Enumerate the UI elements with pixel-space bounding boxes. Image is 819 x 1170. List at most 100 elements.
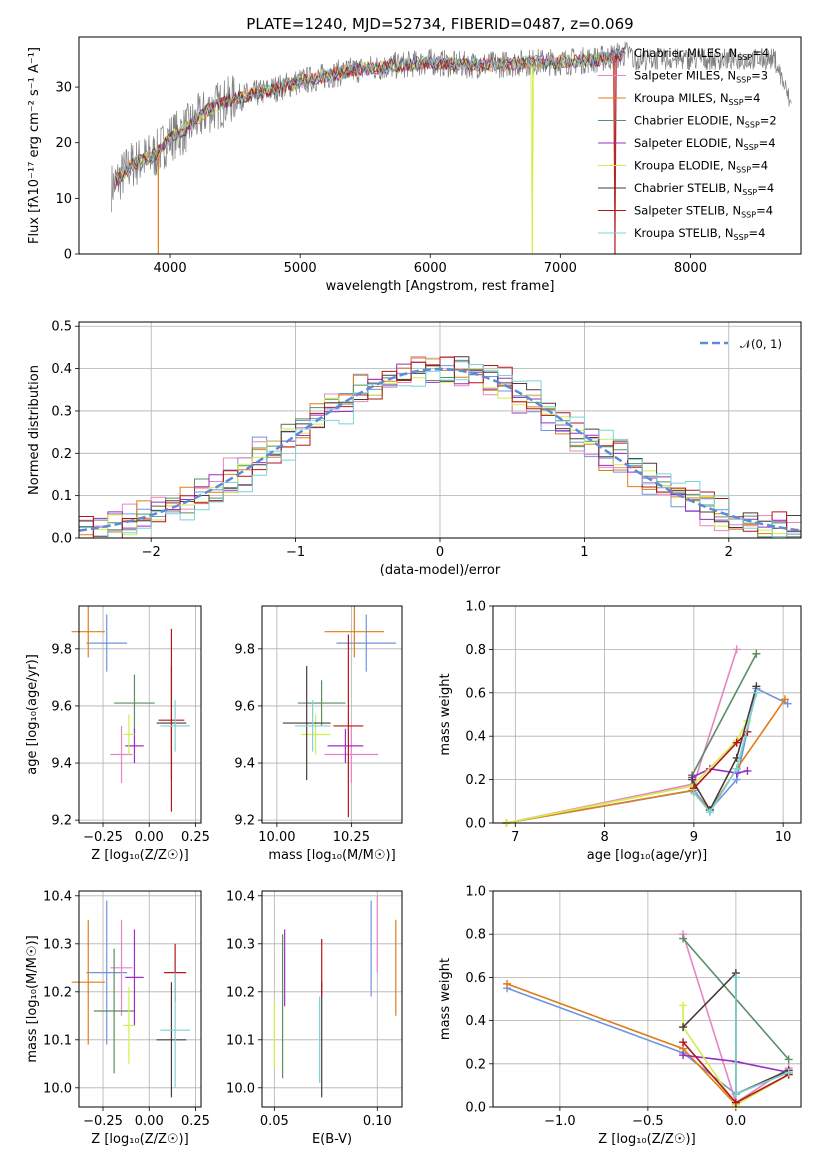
- x-tick-label: −0.5: [632, 1114, 664, 1129]
- histogram-step-8: [79, 364, 801, 538]
- y-tick-label: 9.6: [234, 699, 255, 714]
- x-axis-label: Z [log₁₀(Z/Z☉)]: [91, 1132, 188, 1147]
- legend-subscript: SSP: [729, 98, 744, 107]
- legend-suffix: =4: [744, 91, 761, 105]
- legend-suffix: =4: [756, 204, 773, 218]
- x-tick-label: 8000: [674, 261, 707, 276]
- spectrum-panel: 4000 5000 6000 7000 8000 0 10 20 30 wavelength [A…: [27, 36, 802, 294]
- x-tick-label: 5000: [284, 261, 317, 276]
- x-tick-label: 0.0: [726, 1114, 747, 1129]
- y-tick-label: 10.2: [43, 985, 72, 1000]
- legend-label: Salpeter STELIB, NSSP=4: [634, 204, 773, 220]
- axes-frame: [78, 321, 802, 539]
- legend-subscript: SSP: [745, 121, 760, 130]
- y-tick-label: 0.8: [465, 643, 486, 658]
- legend-text: Salpeter ELODIE, N: [634, 136, 744, 150]
- legend-label: Salpeter ELODIE, NSSP=4: [634, 136, 776, 152]
- weight-marker: [743, 766, 752, 775]
- x-axis-label: E(B-V): [312, 1132, 352, 1147]
- axes-frame: [261, 605, 403, 824]
- legend-subscript: SSP: [734, 233, 749, 242]
- y-axis-label: mass [log₁₀(M/M☉)]: [25, 935, 40, 1062]
- x-tick-label: −1: [286, 545, 305, 560]
- mass-vs-ebv-panel: 0.05 0.10 10.0 10.1 10.2 10.3 10.4 E(B-V): [226, 889, 403, 1147]
- y-tick-label: 9.4: [51, 757, 72, 772]
- x-tick-label: 10: [775, 830, 792, 845]
- y-tick-label: 10.3: [43, 937, 72, 952]
- y-tick-label: 10.4: [226, 889, 255, 904]
- x-tick-label: 0: [436, 545, 444, 560]
- weight-marker: [503, 979, 512, 988]
- x-tick-label: 10.25: [333, 830, 370, 845]
- x-tick-label: 0.10: [363, 1114, 392, 1129]
- y-tick-label: 0.4: [465, 730, 486, 745]
- y-axis-label: Flux [fλ10⁻¹⁷ erg cm⁻² s⁻¹ A⁻¹]: [27, 47, 42, 244]
- weight-marker: [752, 688, 761, 697]
- x-axis-label: Z [log₁₀(Z/Z☉)]: [598, 1132, 695, 1147]
- x-axis-label: wavelength [Angstrom, rest frame]: [326, 279, 555, 294]
- residual-histogram-panel: −2 −1 0 1 2 0.0 0.1 0.2 0.3 0.4 0.5 (data-model)/er…: [27, 320, 802, 578]
- y-tick-label: 0.4: [465, 1014, 486, 1029]
- y-tick-label: 10.0: [226, 1081, 255, 1096]
- y-tick-label: 0.5: [51, 320, 72, 335]
- y-tick-label: 0.6: [465, 971, 486, 986]
- legend-subscript: SSP: [742, 188, 757, 197]
- x-axis-label: mass [log₁₀(M/M☉)]: [268, 848, 395, 863]
- weight-marker: [732, 645, 741, 654]
- weight-marker: [780, 695, 789, 704]
- y-tick-label: 9.8: [234, 642, 255, 657]
- legend-text: Chabrier MILES, N: [634, 46, 737, 60]
- x-tick-label: 0.05: [260, 1114, 289, 1129]
- y-tick-label: 10.1: [43, 1033, 72, 1048]
- legend-text: Chabrier ELODIE, N: [634, 114, 745, 128]
- y-tick-label: 10.0: [43, 1081, 72, 1096]
- weight-marker: [679, 1051, 688, 1060]
- y-tick-label: 10.3: [226, 937, 255, 952]
- weight-marker: [784, 1055, 793, 1064]
- normal-legend-label: 𝒩(0, 1): [740, 337, 782, 351]
- weight-line-6: [691, 686, 758, 812]
- y-tick-label: 0.2: [51, 447, 72, 462]
- y-tick-label: 0.1: [51, 489, 72, 504]
- y-tick-label: 0.3: [51, 404, 72, 419]
- y-tick-label: 10.2: [226, 985, 255, 1000]
- axes-frame: [492, 890, 802, 1108]
- x-tick-label: −0.25: [83, 830, 123, 845]
- histogram-step-7: [79, 356, 801, 538]
- weight-marker: [731, 1098, 740, 1107]
- x-tick-label: 4000: [154, 261, 187, 276]
- weight-marker: [731, 1090, 740, 1099]
- y-tick-label: 0.8: [465, 928, 486, 943]
- y-axis-label: age [log₁₀(age/yr)]: [25, 654, 40, 775]
- x-tick-label: 6000: [414, 261, 447, 276]
- legend-suffix: =4: [759, 136, 776, 150]
- y-tick-label: 1.0: [465, 885, 486, 900]
- normal-curve: [78, 367, 802, 532]
- y-axis-label: mass weight: [438, 673, 453, 755]
- legend-suffix: =3: [751, 69, 768, 83]
- weight-line-5: [682, 1005, 790, 1106]
- weight-marker: [688, 775, 697, 784]
- model-spectrum-8: [115, 48, 625, 182]
- x-tick-label: 9: [690, 830, 698, 845]
- y-tick-label: 9.4: [234, 757, 255, 772]
- y-tick-label: 9.8: [51, 642, 72, 657]
- x-tick-label: 8: [600, 830, 608, 845]
- axes-frame: [78, 605, 202, 824]
- y-tick-label: 0.0: [465, 817, 486, 832]
- weight-marker: [689, 788, 698, 797]
- weight-line-3: [691, 653, 758, 776]
- model-spectrum-7: [115, 49, 625, 254]
- x-tick-label: 2: [725, 545, 733, 560]
- weight-line-8: [693, 692, 758, 814]
- weight-marker: [731, 973, 740, 982]
- y-tick-label: 0.2: [465, 773, 486, 788]
- y-tick-label: 1.0: [465, 600, 486, 615]
- massweight-vs-age-panel: 7 8 9 10 0.0 0.2 0.4 0.6 0.8 1.0 age [log₁₀(age/yr…: [438, 600, 802, 863]
- legend-suffix: =4: [751, 159, 768, 173]
- legend-label: Kroupa ELODIE, NSSP=4: [634, 159, 768, 175]
- massweight-vs-metallicity-panel: −1.0 −0.5 0.0 0.0 0.2 0.4 0.6 0.8 1.0 Z [log₁₀(Z/…: [438, 885, 802, 1147]
- weight-marker: [752, 649, 761, 658]
- weight-marker: [679, 934, 688, 943]
